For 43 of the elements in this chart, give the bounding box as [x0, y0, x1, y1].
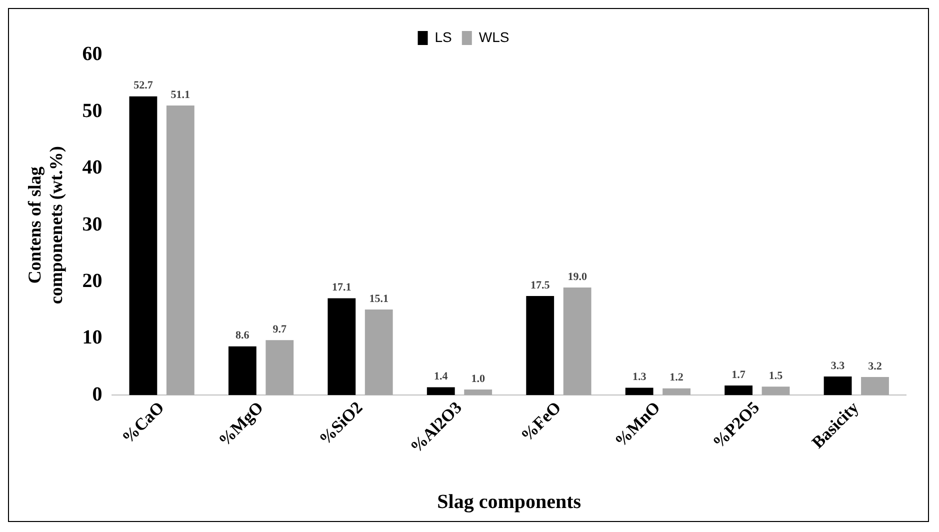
bar	[762, 386, 790, 396]
bar	[625, 388, 654, 396]
y-tick-label: 20	[82, 270, 102, 292]
bar	[129, 96, 158, 396]
data-label: 1.4	[434, 370, 448, 383]
bar	[426, 387, 455, 396]
bar	[228, 346, 256, 396]
legend-label: LS	[434, 28, 452, 45]
x-axis-title: Slag components	[437, 491, 582, 514]
y-tick-label: 40	[82, 156, 102, 179]
y-axis-title: Contens of slag componenets (wt.%)	[24, 146, 66, 304]
bar	[266, 340, 294, 396]
bar	[563, 287, 592, 396]
legend-label: WLS	[478, 28, 510, 45]
data-label: 1.3	[632, 371, 647, 384]
data-label: 9.7	[272, 324, 288, 336]
data-label: 3.3	[830, 360, 846, 372]
data-label: 1.0	[471, 372, 486, 385]
data-label: 8.6	[236, 330, 250, 342]
bar	[166, 105, 194, 396]
bar	[724, 386, 753, 396]
data-label: 51.1	[170, 88, 190, 101]
data-label: 52.7	[134, 80, 154, 92]
y-tick-label: 50	[82, 100, 102, 122]
bar	[662, 388, 690, 396]
data-label: 1.2	[670, 372, 684, 384]
bar	[464, 389, 492, 396]
y-tick-label: 10	[82, 326, 102, 349]
bar	[824, 376, 852, 396]
data-label: 17.1	[332, 282, 352, 294]
y-tick-label: 30	[82, 213, 102, 236]
bar	[364, 310, 393, 396]
data-label: 15.1	[369, 292, 388, 305]
bar	[328, 298, 356, 396]
data-label: 19.0	[568, 270, 588, 283]
data-label: 17.5	[530, 279, 550, 292]
bar	[861, 377, 889, 396]
data-label: 3.2	[868, 360, 882, 372]
bar	[526, 296, 554, 396]
y-tick-label: 60	[82, 43, 102, 66]
data-label: 1.5	[768, 370, 784, 382]
y-tick-label: 0	[92, 383, 102, 406]
data-label: 1.7	[732, 368, 746, 381]
